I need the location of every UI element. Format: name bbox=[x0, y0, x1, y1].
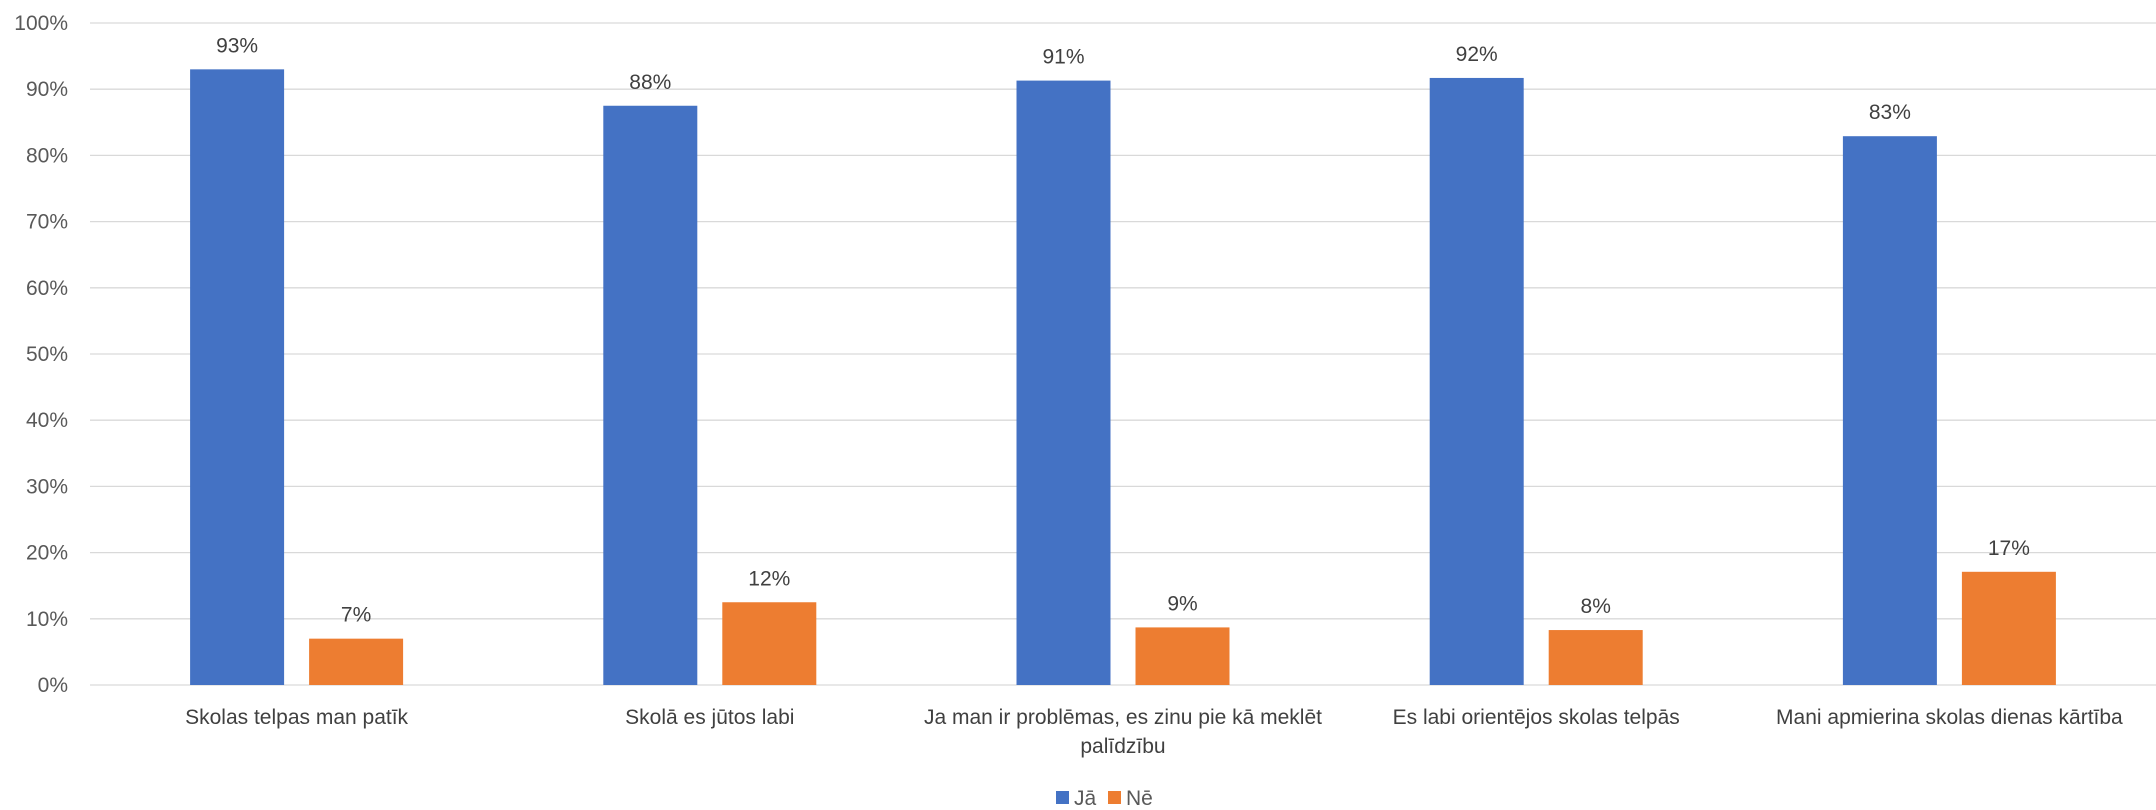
data-labels: 93% 7% 88% 12% 91% 9% 92% 8% 83% 17% bbox=[216, 34, 2030, 626]
y-tick-label: 80% bbox=[26, 144, 68, 167]
bar-ne bbox=[309, 638, 404, 685]
bar-ja bbox=[603, 105, 698, 685]
y-tick-label: 100% bbox=[14, 12, 68, 35]
data-label: 93% bbox=[216, 34, 258, 57]
y-tick-label: 20% bbox=[26, 542, 68, 565]
bar-ne bbox=[722, 602, 817, 685]
y-tick-label: 70% bbox=[26, 211, 68, 234]
y-tick-label: 30% bbox=[26, 475, 68, 498]
bar-ne bbox=[1548, 630, 1643, 685]
data-label: 17% bbox=[1988, 537, 2030, 560]
y-tick-label: 0% bbox=[38, 674, 68, 697]
bars bbox=[190, 69, 2056, 686]
legend-label: Nē bbox=[1126, 787, 1153, 810]
bar-ja bbox=[1842, 136, 1937, 685]
legend-swatch bbox=[1056, 791, 1069, 804]
bar-ja bbox=[190, 69, 285, 686]
gridlines bbox=[90, 22, 2156, 686]
legend-swatch bbox=[1108, 791, 1121, 804]
category-label: Skolas telpas man patīk bbox=[185, 706, 408, 729]
y-tick-label: 10% bbox=[26, 608, 68, 631]
data-label: 92% bbox=[1456, 43, 1498, 66]
category-label: Skolā es jūtos labi bbox=[625, 706, 794, 729]
y-tick-label: 60% bbox=[26, 277, 68, 300]
data-label: 83% bbox=[1869, 101, 1911, 124]
y-tick-label: 40% bbox=[26, 409, 68, 432]
category-label: palīdzību bbox=[1080, 735, 1165, 758]
data-label: 9% bbox=[1167, 592, 1197, 615]
y-tick-label: 90% bbox=[26, 78, 68, 101]
legend: Jā Nē bbox=[1056, 787, 1153, 810]
category-label: Ja man ir problēmas, es zinu pie kā mekl… bbox=[924, 706, 1322, 729]
data-label: 91% bbox=[1042, 46, 1084, 69]
bar-ja bbox=[1016, 80, 1111, 686]
y-tick-label: 50% bbox=[26, 343, 68, 366]
data-label: 7% bbox=[341, 604, 371, 627]
x-axis-categories: Skolas telpas man patīk Skolā es jūtos la… bbox=[185, 706, 2123, 758]
legend-label: Jā bbox=[1074, 787, 1097, 810]
data-label: 8% bbox=[1581, 595, 1611, 618]
y-axis-ticks: 0% 10% 20% 30% 40% 50% 60% 70% 80% 90% 100% bbox=[14, 12, 68, 697]
data-label: 12% bbox=[748, 567, 790, 590]
bar-ja bbox=[1429, 77, 1524, 686]
bar-ne bbox=[1135, 627, 1230, 685]
data-label: 88% bbox=[629, 71, 671, 94]
category-label: Mani apmierina skolas dienas kārtība bbox=[1776, 706, 2123, 729]
category-label: Es labi orientējos skolas telpās bbox=[1393, 706, 1680, 729]
bar-ne bbox=[1961, 571, 2056, 685]
